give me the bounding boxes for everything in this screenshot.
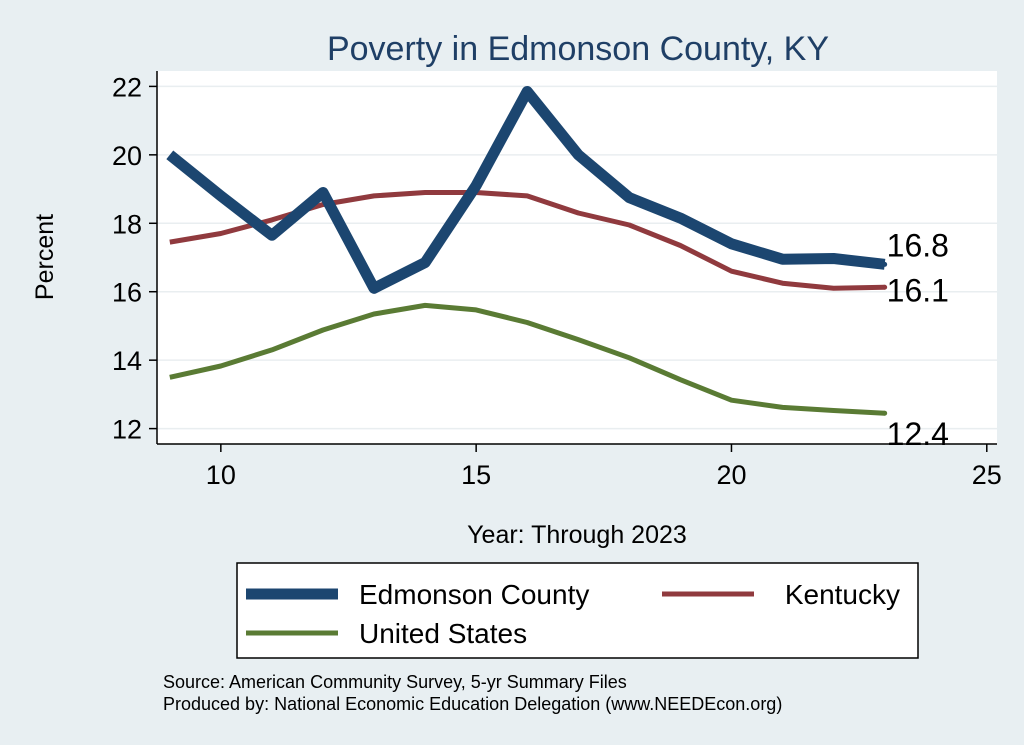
- legend-label-kentucky: Kentucky: [785, 579, 900, 610]
- produced-by-note: Produced by: National Economic Education…: [163, 694, 782, 714]
- y-tick-label: 18: [112, 209, 142, 239]
- y-tick-label: 14: [112, 346, 142, 376]
- legend: Edmonson County Kentucky United States: [236, 562, 919, 659]
- x-tick-label: 10: [206, 460, 236, 490]
- end-point-edmonson-county: [882, 261, 888, 267]
- y-axis-title: Percent: [31, 214, 59, 300]
- series-line-united-states: [169, 302, 885, 416]
- legend-box: [236, 562, 919, 659]
- x-tick-label: 20: [716, 460, 746, 490]
- y-tick-label: 22: [112, 72, 142, 102]
- y-tick-label: 12: [112, 415, 142, 445]
- legend-label-united-states: United States: [359, 618, 527, 649]
- end-label-kentucky: 16.1: [887, 272, 949, 308]
- chart-title: Poverty in Edmonson County, KY: [327, 30, 829, 68]
- end-point-kentucky: [882, 284, 888, 290]
- end-label-united-states: 12.4: [887, 416, 949, 452]
- axes: 12 14 16 18 20 22 10 15 20 25: [112, 71, 1002, 490]
- x-tick-label: 15: [461, 460, 491, 490]
- end-labels: 16.8 16.1 12.4: [887, 227, 949, 452]
- series-line-edmonson-county: [166, 86, 886, 294]
- y-tick-label: 16: [112, 278, 142, 308]
- x-axis-title: Year: Through 2023: [467, 521, 687, 549]
- x-tick-label: 25: [972, 460, 1002, 490]
- source-note: Source: American Community Survey, 5-yr …: [163, 672, 627, 692]
- legend-label-edmonson: Edmonson County: [359, 579, 589, 610]
- grid: [157, 85, 997, 430]
- y-tick-label: 20: [112, 141, 142, 171]
- series-lines: [166, 86, 888, 416]
- end-label-edmonson-county: 16.8: [887, 227, 949, 263]
- end-point-united-states: [882, 410, 888, 416]
